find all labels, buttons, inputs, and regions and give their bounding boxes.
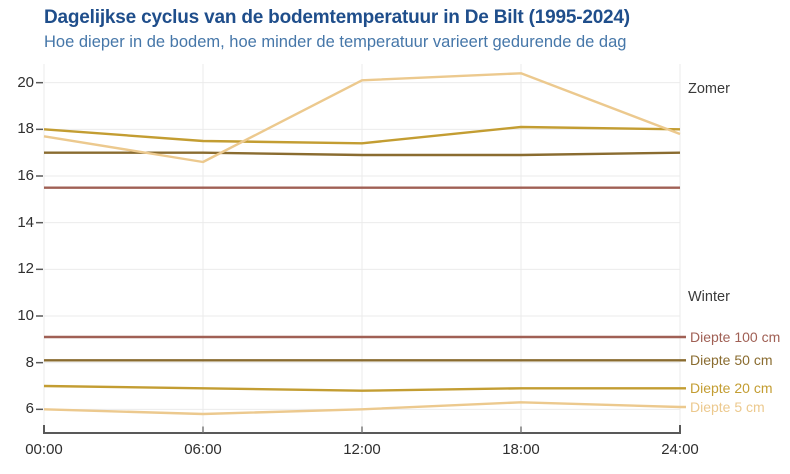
series-line-winter-diepte-5-cm <box>43 401 686 416</box>
chart-subtitle: Hoe dieper in de bodem, hoe minder de te… <box>44 33 627 51</box>
series-line-zomer-diepte-5-cm <box>43 72 681 164</box>
chart-title: Dagelijkse cyclus van de bodemtemperatuu… <box>44 7 630 28</box>
series-line-zomer-diepte-20-cm <box>43 125 681 145</box>
series-line-winter-diepte-20-cm <box>43 384 686 392</box>
